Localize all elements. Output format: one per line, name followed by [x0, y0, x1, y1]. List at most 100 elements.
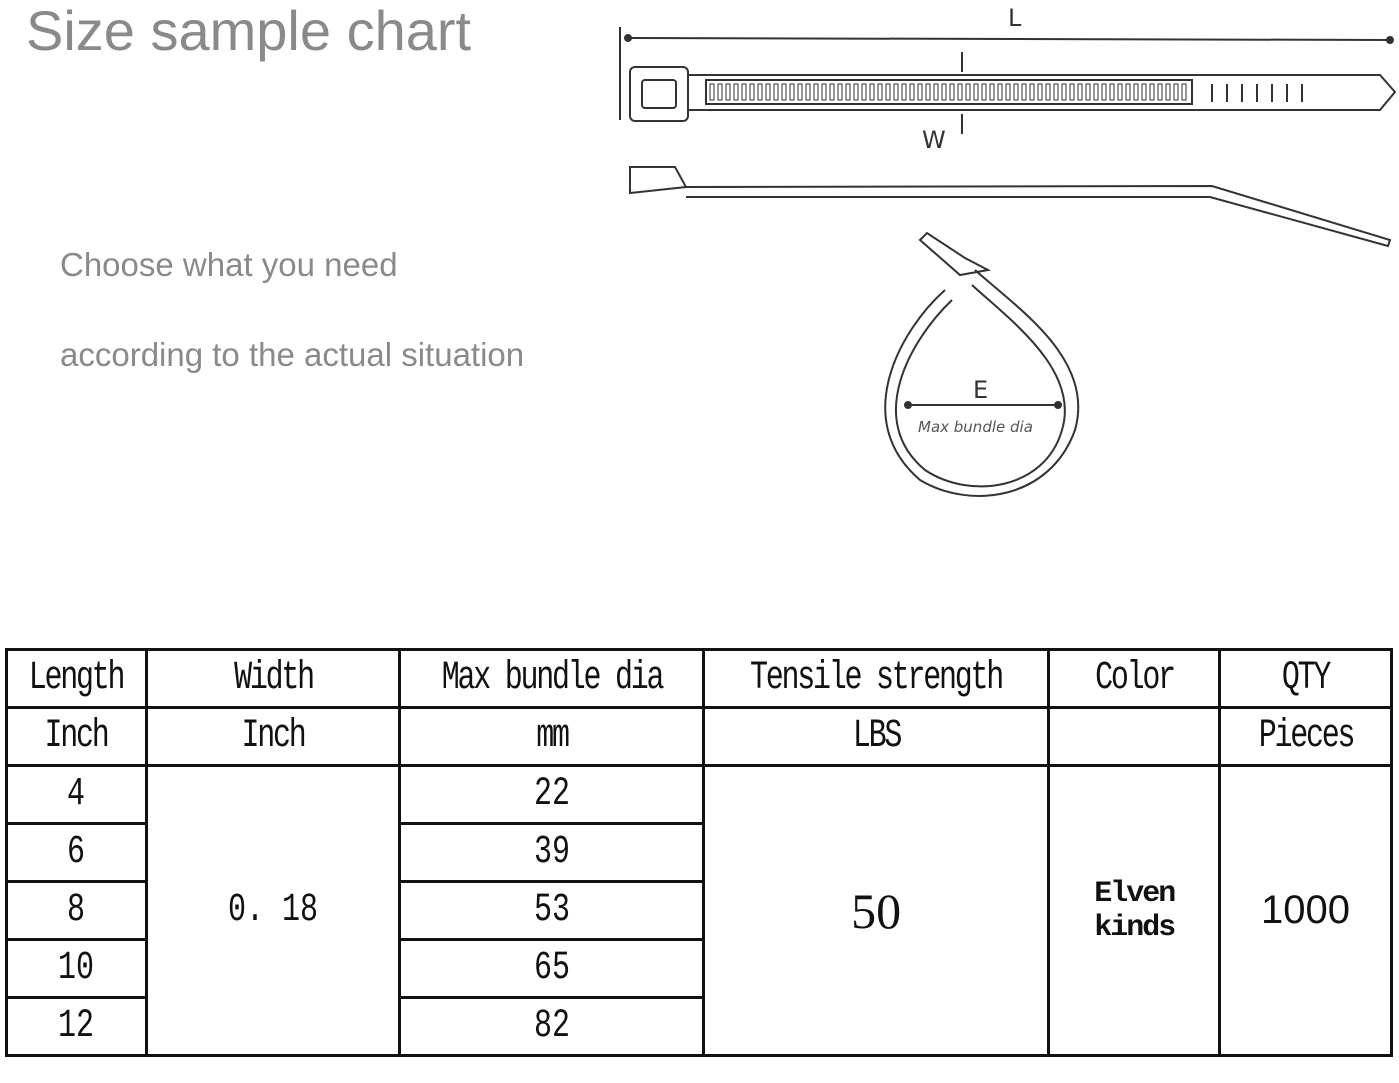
bundle-dia-cell: 22 — [398, 764, 705, 825]
cable-tie-top-view: /* teeth drawn below */ — [629, 66, 1397, 122]
table-row: 10 65 — [5, 938, 1392, 999]
tie-tooth — [885, 83, 891, 101]
bundle-caption: Max bundle dia — [918, 418, 1033, 436]
bundle-label: E — [973, 376, 988, 404]
tie-tooth — [1093, 83, 1099, 101]
header-color: Color — [1047, 648, 1222, 709]
subtitle-line-1: Choose what you need — [60, 246, 398, 283]
cable-tie-diagram: L /* teeth drawn below */ W E Max bundle… — [619, 4, 1397, 497]
unit-length: Inch — [5, 706, 148, 767]
tie-tooth — [941, 83, 947, 101]
header-row: Length Width Max bundle dia Tensile stre… — [5, 648, 1393, 709]
tie-tooth — [845, 83, 851, 101]
tie-tooth — [1133, 83, 1139, 101]
tie-tooth — [813, 83, 819, 101]
header-qty: QTY — [1218, 648, 1393, 709]
tie-tooth — [853, 83, 859, 101]
unit-tensile: LBS — [701, 706, 1051, 767]
table-row: 12 82 — [5, 996, 1392, 1057]
unit-width: Inch — [144, 706, 402, 767]
tie-tooth — [717, 83, 723, 101]
table-row: 4 0. 18 22 50 Elven kinds 1000 — [5, 764, 1393, 1057]
tie-tooth — [749, 83, 755, 101]
length-label: L — [1008, 4, 1022, 32]
length-cell: 6 — [5, 822, 148, 883]
tie-tooth — [925, 83, 931, 101]
tie-tooth — [797, 83, 803, 101]
tie-tooth — [861, 83, 867, 101]
subtitle-line-2: according to the actual situation — [60, 336, 525, 373]
tie-tooth — [789, 83, 795, 101]
tie-tooth — [1101, 83, 1107, 101]
qty-cell: 1000 — [1218, 764, 1393, 1057]
tie-tooth — [1061, 83, 1067, 101]
tie-tooth — [1005, 83, 1011, 101]
length-cell: 4 — [5, 764, 148, 825]
tie-tooth — [933, 83, 939, 101]
tie-tooth — [1029, 83, 1035, 101]
tie-tooth — [1125, 83, 1131, 101]
header-length: Length — [5, 648, 148, 709]
tie-tooth — [989, 83, 995, 101]
tie-tooth — [869, 83, 875, 101]
bundle-dia-cell: 39 — [398, 822, 705, 883]
cable-tie-side-view — [629, 166, 1392, 248]
tie-tooth — [1117, 83, 1123, 101]
width-label: W — [922, 126, 946, 154]
length-cell: 12 — [5, 996, 148, 1057]
header-tensile: Tensile strength — [701, 648, 1051, 709]
header-bundle-dia: Max bundle dia — [398, 648, 705, 709]
tie-tooth — [1165, 83, 1171, 101]
tie-tooth — [821, 83, 827, 101]
tie-tooth — [733, 83, 739, 101]
length-dimension-line — [627, 37, 1391, 41]
unit-qty: Pieces — [1218, 706, 1393, 767]
tie-tooth — [773, 83, 779, 101]
tie-tooth — [957, 83, 963, 101]
tie-tooth — [741, 83, 747, 101]
tie-tooth — [1149, 83, 1155, 101]
tie-tooth — [829, 83, 835, 101]
bundle-dia-cell: 65 — [398, 938, 705, 999]
tie-tooth — [1021, 83, 1027, 101]
bundle-dia-cell: 82 — [398, 996, 705, 1057]
tie-tooth — [1085, 83, 1091, 101]
tie-tooth — [917, 83, 923, 101]
tie-tooth — [1053, 83, 1059, 101]
cable-tie-loop — [884, 231, 1080, 497]
tie-tooth — [1077, 83, 1083, 101]
length-cell: 10 — [5, 938, 148, 999]
tie-tooth — [901, 83, 907, 101]
tie-tooth — [1109, 83, 1115, 101]
tie-tooth — [781, 83, 787, 101]
tie-tooth — [973, 83, 979, 101]
color-cell: Elven kinds — [1047, 764, 1222, 1057]
tie-tooth — [1037, 83, 1043, 101]
page-title: Size sample chart — [26, 0, 472, 62]
tie-tooth — [1069, 83, 1075, 101]
bundle-dia-cell: 53 — [398, 880, 705, 941]
tie-tooth — [725, 83, 731, 101]
tie-tooth — [757, 83, 763, 101]
table-row: 6 39 — [5, 822, 1392, 883]
tie-tooth — [965, 83, 971, 101]
table-row: 8 53 — [5, 880, 1392, 941]
length-cell: 8 — [5, 880, 148, 941]
size-table: Length Width Max bundle dia Tensile stre… — [5, 648, 1393, 1057]
tie-tooth — [877, 83, 883, 101]
tie-tooth — [893, 83, 899, 101]
unit-bundle-dia: mm — [398, 706, 705, 767]
header-width: Width — [144, 648, 402, 709]
tie-tooth — [837, 83, 843, 101]
unit-row: Inch Inch mm LBS Pieces — [5, 706, 1393, 767]
unit-color — [1047, 706, 1222, 767]
tie-tooth — [1157, 83, 1163, 101]
tie-tooth — [1173, 83, 1179, 101]
tie-tooth — [1181, 83, 1187, 101]
width-cell: 0. 18 — [144, 764, 402, 1057]
tie-tooth — [981, 83, 987, 101]
tie-tooth — [997, 83, 1003, 101]
tie-tooth — [709, 83, 715, 101]
tensile-cell: 50 — [701, 764, 1051, 1057]
